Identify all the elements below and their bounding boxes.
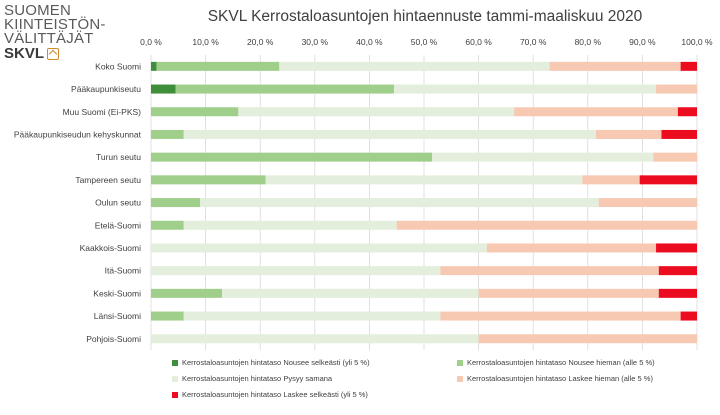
bar-segment: [677, 107, 697, 117]
bar-segment: [486, 243, 657, 253]
category-label: Länsi-Suomi: [94, 311, 141, 321]
bar-segment: [151, 334, 479, 344]
bar-segment: [238, 107, 515, 117]
bar-segment: [661, 129, 697, 139]
bars: [151, 61, 697, 344]
category-label: Koko Suomi: [95, 61, 141, 71]
x-tick-label: 70,0 %: [520, 37, 547, 47]
legend-item: Kerrostaloasuntojen hintataso Nousee hie…: [457, 358, 712, 367]
x-tick-label: 90,0 %: [629, 37, 656, 47]
bar-segment: [656, 243, 697, 253]
bar-segment: [183, 129, 596, 139]
bar-segment: [265, 175, 583, 185]
bar-segment: [658, 266, 697, 276]
bar-segment: [680, 61, 697, 71]
x-axis-ticks: 0,0 % 10,0 % 20,0 % 30,0 % 40,0 % 50,0 % 60,0 …: [140, 37, 713, 47]
bar-segment: [478, 334, 697, 344]
legend-item: Kerrostaloasuntojen hintataso Pysyy sama…: [172, 374, 457, 383]
bar-segment: [440, 266, 659, 276]
logo-line-3: VÄLITTÄJÄT: [4, 30, 94, 47]
legend-item: Kerrostaloasuntojen hintataso Nousee sel…: [172, 358, 457, 367]
bar-segment: [183, 311, 441, 321]
bar-segment: [514, 107, 678, 117]
category-label: Keski-Suomi: [93, 288, 141, 298]
legend-label: Kerrostaloasuntojen hintataso Nousee hie…: [467, 358, 655, 367]
bar-segment: [151, 288, 222, 298]
legend-swatch: [172, 391, 178, 398]
bar-segment: [680, 311, 697, 321]
bar-segment: [595, 129, 662, 139]
house-icon: [47, 48, 60, 60]
category-label: Tampereen seutu: [75, 175, 141, 185]
y-axis-labels: Koko Suomi Pääkaupunkiseutu Muu Suomi (Ei-…: [14, 61, 142, 343]
bar-segment: [151, 61, 157, 71]
legend-item: Kerrostaloasuntojen hintataso Laskee sel…: [172, 390, 457, 399]
bar-segment: [393, 84, 657, 94]
bar-segment: [396, 220, 697, 230]
x-tick-label: 100,0 %: [681, 37, 713, 47]
x-tick-label: 60,0 %: [465, 37, 492, 47]
legend-swatch: [457, 375, 463, 382]
category-label: Turun seutu: [96, 152, 141, 162]
bar-segment: [151, 152, 433, 162]
category-label: Pohjois-Suomi: [86, 334, 141, 344]
bar-segment: [151, 84, 176, 94]
bar-segment: [151, 129, 184, 139]
logo-line-2: KIINTEISTÖN-: [4, 16, 106, 33]
bar-segment: [639, 175, 697, 185]
bar-segment: [549, 61, 681, 71]
x-tick-label: 80,0 %: [575, 37, 602, 47]
legend-item: Kerrostaloasuntojen hintataso Laskee hie…: [457, 374, 712, 383]
bar-segment: [432, 152, 654, 162]
legend-label: Kerrostaloasuntojen hintataso Laskee hie…: [467, 374, 653, 383]
legend: Kerrostaloasuntojen hintataso Nousee sel…: [172, 358, 712, 399]
bar-segment: [582, 175, 640, 185]
legend-swatch: [457, 359, 463, 366]
bar-segment: [156, 61, 280, 71]
logo-line-1: SUOMEN: [4, 2, 72, 19]
x-tick-label: 40,0 %: [356, 37, 383, 47]
bar-segment: [151, 266, 441, 276]
logo-brand-text: SKVL: [4, 45, 45, 62]
bar-segment: [598, 198, 697, 208]
bar-segment: [221, 288, 479, 298]
logo-brand: SKVL: [4, 46, 154, 62]
bar-segment: [151, 198, 201, 208]
x-tick-label: 30,0 %: [302, 37, 329, 47]
bar-segment: [175, 84, 394, 94]
legend-swatch: [172, 359, 178, 366]
bar-segment: [151, 311, 184, 321]
skvl-logo: SUOMEN KIINTEISTÖN- VÄLITTÄJÄT SKVL: [4, 2, 154, 62]
bar-segment: [183, 220, 397, 230]
legend-label: Kerrostaloasuntojen hintataso Pysyy sama…: [182, 374, 333, 383]
bar-segment: [653, 152, 697, 162]
category-label: Muu Suomi (Ei-PKS): [63, 107, 142, 117]
legend-label: Kerrostaloasuntojen hintataso Laskee sel…: [182, 390, 368, 399]
category-label: Pääkaupunkiseudun kehyskunnat: [14, 129, 142, 139]
legend-swatch: [172, 375, 178, 382]
category-label: Etelä-Suomi: [95, 220, 141, 230]
x-tick-label: 10,0 %: [192, 37, 219, 47]
legend-label: Kerrostaloasuntojen hintataso Nousee sel…: [182, 358, 370, 367]
category-label: Kaakkois-Suomi: [80, 243, 142, 253]
bar-segment: [151, 243, 487, 253]
x-tick-label: 0,0 %: [140, 37, 162, 47]
bar-segment: [658, 288, 697, 298]
category-label: Itä-Suomi: [105, 266, 141, 276]
bar-segment: [440, 311, 681, 321]
category-label: Oulun seutu: [95, 198, 141, 208]
bar-segment: [151, 107, 239, 117]
bar-segment: [478, 288, 659, 298]
bar-segment: [200, 198, 599, 208]
bar-segment: [279, 61, 550, 71]
bar-segment: [151, 175, 266, 185]
x-tick-label: 50,0 %: [411, 37, 438, 47]
chart-title: SKVL Kerrostaloasuntojen hintaennuste ta…: [207, 8, 643, 25]
category-label: Pääkaupunkiseutu: [71, 84, 141, 94]
bar-segment: [656, 84, 697, 94]
x-tick-label: 20,0 %: [247, 37, 274, 47]
bar-segment: [151, 220, 184, 230]
